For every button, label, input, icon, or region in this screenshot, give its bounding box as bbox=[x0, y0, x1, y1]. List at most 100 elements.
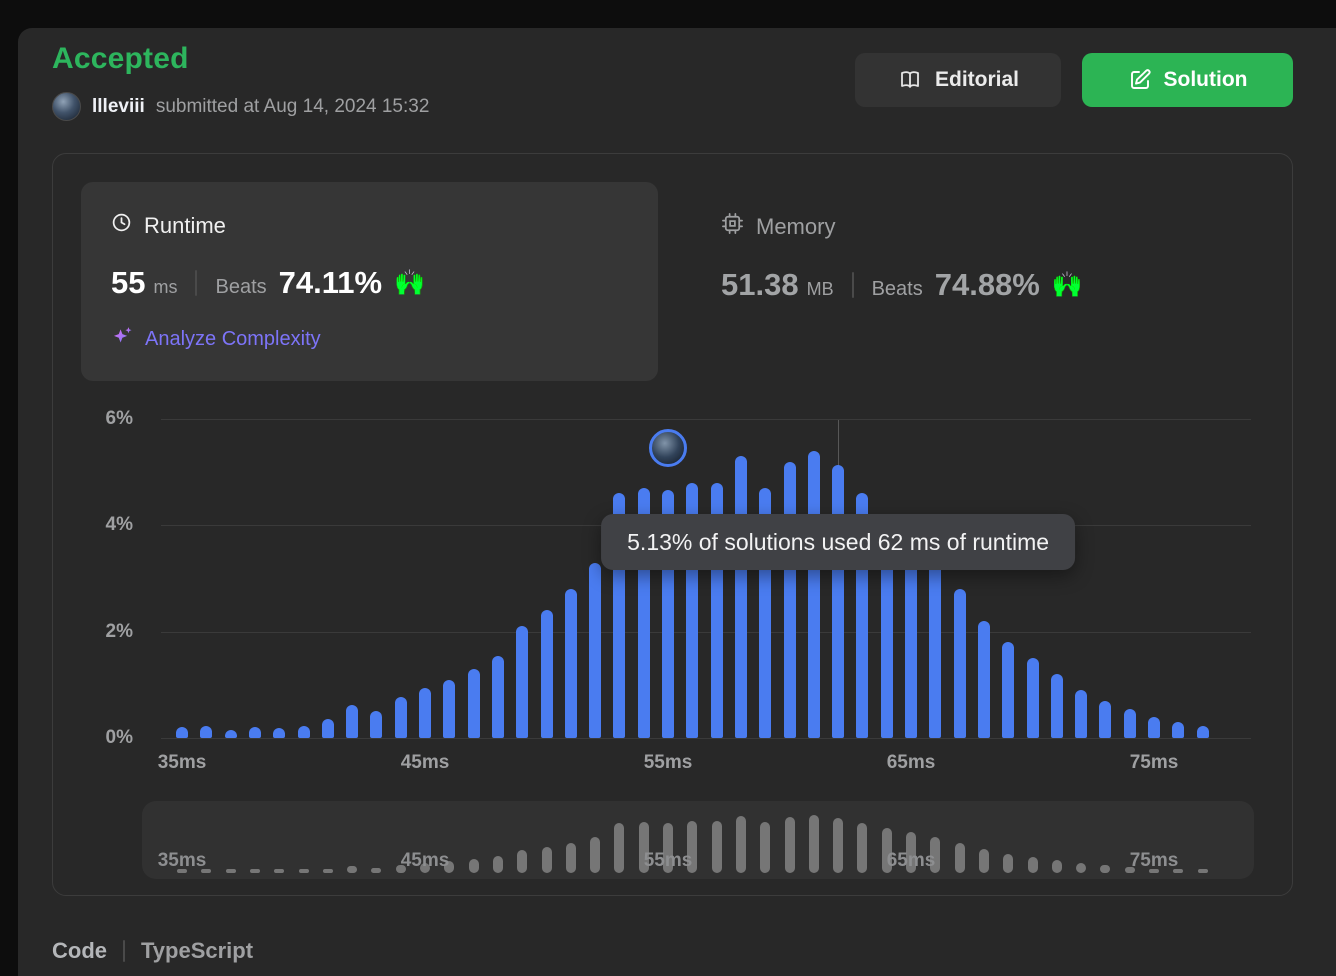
runtime-bar-36ms[interactable] bbox=[200, 726, 213, 738]
mini-bar bbox=[638, 822, 649, 873]
mini-bar bbox=[395, 864, 406, 873]
runtime-bar-61ms[interactable] bbox=[807, 450, 820, 738]
runtime-bar-42ms[interactable] bbox=[346, 705, 359, 738]
chip-icon bbox=[721, 212, 744, 241]
runtime-bar-60ms[interactable] bbox=[783, 461, 796, 738]
mini-bar bbox=[735, 815, 746, 873]
submission-result-panel: Accepted llleviii submitted at Aug 14, 2… bbox=[18, 28, 1336, 976]
mini-x-tick-label: 75ms bbox=[1129, 850, 1179, 871]
mini-bar bbox=[760, 822, 771, 873]
y-tick-label: 2% bbox=[105, 620, 133, 642]
chart-tooltip: 5.13% of solutions used 62 ms of runtime bbox=[601, 514, 1076, 570]
brush-mini-chart[interactable]: 35ms 45ms 55ms 65ms 75ms bbox=[142, 801, 1254, 879]
mini-bar bbox=[1027, 856, 1038, 873]
mini-bar bbox=[322, 869, 333, 873]
mini-bar bbox=[1149, 868, 1159, 873]
runtime-bar-39ms[interactable] bbox=[273, 728, 286, 738]
runtime-bar-64ms[interactable] bbox=[880, 514, 893, 738]
runtime-bar-68ms[interactable] bbox=[977, 621, 990, 738]
runtime-bar-44ms[interactable] bbox=[394, 696, 407, 738]
divider bbox=[123, 940, 125, 962]
runtime-beats-label: Beats bbox=[215, 276, 267, 298]
runtime-bar-65ms[interactable] bbox=[905, 535, 917, 738]
status-accepted: Accepted bbox=[52, 42, 189, 75]
mini-bar bbox=[541, 847, 552, 873]
runtime-bar-47ms[interactable] bbox=[467, 668, 480, 738]
analyze-complexity-link[interactable]: Analyze Complexity bbox=[111, 325, 628, 354]
runtime-bar-74ms[interactable] bbox=[1123, 708, 1136, 738]
y-tick-label: 0% bbox=[105, 727, 133, 748]
memory-title-row: Memory bbox=[721, 212, 1083, 241]
mini-bar bbox=[298, 869, 309, 873]
runtime-bar-41ms[interactable] bbox=[321, 719, 334, 738]
mini-bar bbox=[1003, 853, 1014, 873]
mini-bar bbox=[1100, 865, 1111, 873]
mini-bar bbox=[906, 831, 916, 873]
runtime-bar-75ms[interactable] bbox=[1148, 716, 1160, 738]
runtime-bar-67ms[interactable] bbox=[953, 589, 966, 738]
memory-beats-value: 74.88% bbox=[934, 267, 1040, 302]
mini-x-tick-label: 35ms bbox=[157, 850, 207, 871]
runtime-bar-43ms[interactable] bbox=[370, 711, 383, 738]
runtime-bar-72ms[interactable] bbox=[1075, 690, 1088, 738]
mini-bar bbox=[468, 858, 479, 873]
runtime-bar-58ms[interactable] bbox=[734, 456, 747, 738]
sparkles-icon bbox=[111, 325, 134, 354]
mini-x-tick-label: 55ms bbox=[643, 850, 693, 871]
runtime-bar-66ms[interactable] bbox=[929, 562, 942, 738]
runtime-bar-77ms[interactable] bbox=[1196, 726, 1209, 738]
mini-x-tick-label: 65ms bbox=[886, 850, 936, 871]
runtime-bar-38ms[interactable] bbox=[248, 727, 261, 738]
memory-panel[interactable]: Memory 51.38 MB Beats 74.88% 🙌 bbox=[721, 212, 1083, 303]
raising-hands-emoji: 🙌 bbox=[1051, 270, 1084, 299]
runtime-bar-46ms[interactable] bbox=[443, 679, 456, 738]
runtime-bar-49ms[interactable] bbox=[516, 626, 529, 738]
mini-bar bbox=[808, 814, 819, 873]
runtime-bar-71ms[interactable] bbox=[1050, 674, 1063, 738]
mini-bar bbox=[177, 869, 187, 873]
x-tick-label: 65ms bbox=[886, 752, 936, 773]
memory-value: 51.38 bbox=[721, 267, 799, 302]
x-tick-label: 75ms bbox=[1129, 752, 1179, 773]
edit-square-icon bbox=[1128, 68, 1152, 92]
runtime-bar-35ms[interactable] bbox=[176, 727, 188, 738]
code-section-header: Code TypeScript bbox=[52, 938, 253, 964]
runtime-bar-50ms[interactable] bbox=[540, 610, 553, 738]
mini-bar bbox=[444, 861, 455, 873]
mini-bar bbox=[517, 850, 528, 873]
gridline-2pct bbox=[161, 631, 1251, 633]
x-tick-label: 45ms bbox=[400, 752, 450, 773]
editorial-label: Editorial bbox=[934, 68, 1019, 91]
runtime-value-row: 55 ms Beats 74.11% 🙌 bbox=[111, 265, 628, 301]
gridline-6pct bbox=[161, 419, 1251, 420]
mini-bar bbox=[347, 866, 358, 873]
runtime-bar-52ms[interactable] bbox=[589, 562, 602, 738]
mini-bar bbox=[978, 849, 989, 873]
runtime-title-row: Runtime bbox=[111, 212, 628, 239]
editorial-button[interactable]: Editorial bbox=[855, 53, 1061, 107]
runtime-bar-45ms[interactable] bbox=[419, 687, 431, 738]
mini-bar bbox=[857, 823, 868, 873]
runtime-bar-69ms[interactable] bbox=[1002, 642, 1015, 738]
runtime-bar-73ms[interactable] bbox=[1099, 700, 1112, 738]
memory-unit: MB bbox=[806, 279, 834, 299]
runtime-bar-48ms[interactable] bbox=[491, 655, 504, 738]
divider bbox=[851, 272, 854, 298]
runtime-bar-70ms[interactable] bbox=[1026, 658, 1039, 738]
runtime-bar-37ms[interactable] bbox=[224, 730, 237, 738]
runtime-value: 55 bbox=[111, 265, 146, 300]
runtime-bar-62ms[interactable] bbox=[832, 465, 845, 738]
runtime-bar-76ms[interactable] bbox=[1172, 722, 1185, 738]
y-axis-labels: 6% 4% 2% 0% bbox=[83, 408, 133, 748]
mini-bar bbox=[784, 816, 795, 873]
mini-bar bbox=[954, 842, 965, 873]
mini-bar bbox=[930, 837, 941, 873]
mini-bar bbox=[1076, 863, 1087, 873]
memory-beats-label: Beats bbox=[871, 278, 923, 300]
runtime-bar-51ms[interactable] bbox=[564, 589, 577, 738]
runtime-panel[interactable]: Runtime 55 ms Beats 74.11% 🙌 bbox=[81, 182, 658, 381]
runtime-bar-40ms[interactable] bbox=[297, 726, 310, 738]
solution-label: Solution bbox=[1163, 68, 1248, 91]
mini-bar bbox=[565, 842, 576, 873]
solution-button[interactable]: Solution bbox=[1082, 53, 1293, 107]
